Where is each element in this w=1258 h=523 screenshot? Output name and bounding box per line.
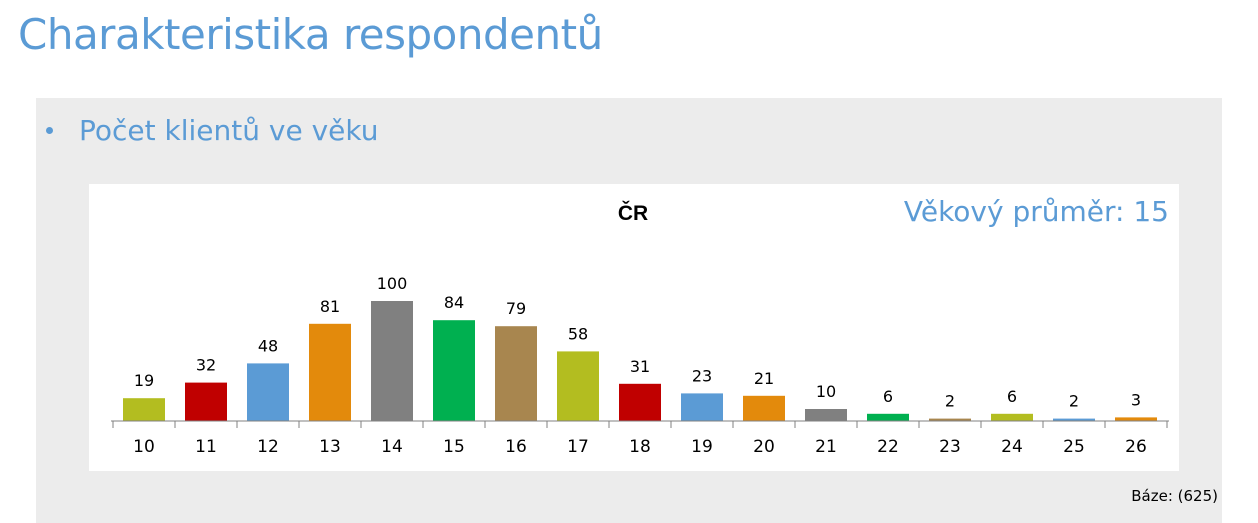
bar-value-label: 23	[692, 366, 712, 385]
x-tick-label: 20	[753, 437, 775, 457]
bar-age-21	[805, 409, 847, 421]
bar-value-label: 58	[568, 324, 588, 343]
bar-value-label: 21	[754, 369, 774, 388]
bar-age-14	[371, 301, 413, 421]
x-tick-label: 10	[133, 437, 155, 457]
bar-value-label: 3	[1131, 390, 1141, 409]
x-tick-label: 11	[195, 437, 217, 457]
bar-age-20	[743, 395, 785, 421]
bar-age-16	[495, 326, 537, 421]
bar-age-17	[557, 351, 599, 421]
bar-age-10	[123, 398, 165, 421]
bar-value-label: 32	[196, 356, 216, 375]
bar-value-label: 19	[134, 371, 154, 390]
chart-area: ČR Věkový průměr: 15 19 32 48 81 100 84 79 58 31…	[89, 184, 1179, 471]
bar-value-label: 48	[258, 336, 278, 355]
bar-value-label: 6	[1007, 387, 1017, 406]
bar-age-12	[247, 363, 289, 421]
bar-value-label: 31	[630, 357, 650, 376]
x-tick-label: 26	[1125, 437, 1147, 457]
x-tick-label: 13	[319, 437, 341, 457]
bar-age-24	[991, 413, 1033, 421]
bar-value-label: 2	[1069, 392, 1079, 411]
x-tick-label: 23	[939, 437, 961, 457]
x-tick-label: 22	[877, 437, 899, 457]
bar-age-15	[433, 320, 475, 421]
bar-value-label: 10	[816, 382, 836, 401]
bar-age-19	[681, 393, 723, 421]
bar-age-22	[867, 413, 909, 421]
bar-age-26	[1115, 417, 1157, 421]
chart-average-annotation: Věkový průměr: 15	[904, 195, 1169, 228]
x-tick-label: 16	[505, 437, 527, 457]
x-tick-label: 24	[1001, 437, 1023, 457]
bar-age-25	[1053, 418, 1095, 421]
x-tick-label: 21	[815, 437, 837, 457]
section-bullet-label: Počet klientů ve věku	[79, 114, 379, 147]
chart-title: ČR	[618, 201, 648, 225]
page-title: Charakteristika respondentů	[18, 10, 603, 59]
x-tick-label: 25	[1063, 437, 1085, 457]
bar-age-11	[185, 382, 227, 421]
bar-value-label: 84	[444, 293, 464, 312]
x-tick-label: 12	[257, 437, 279, 457]
bar-age-13	[309, 323, 351, 421]
section-bullet: Počet klientů ve věku	[46, 114, 378, 147]
bar-value-label: 81	[320, 297, 340, 316]
x-tick-label: 15	[443, 437, 465, 457]
x-axis: 10 11 12 13 14 15 16 17 18 19 20 21 22 23 24 25 26	[111, 420, 1169, 457]
x-tick-label: 19	[691, 437, 713, 457]
bar-age-18	[619, 383, 661, 421]
x-tick-label: 14	[381, 437, 403, 457]
bar-value-label: 2	[945, 392, 955, 411]
bullet-dot-icon	[46, 127, 53, 134]
base-note: Báze: (625)	[1131, 487, 1218, 505]
x-tick-label: 17	[567, 437, 589, 457]
bar-value-label: 79	[506, 299, 526, 318]
bar-value-label: 100	[377, 274, 408, 293]
x-tick-label: 18	[629, 437, 651, 457]
bar-value-label: 6	[883, 387, 893, 406]
bar-age-23	[929, 418, 971, 421]
